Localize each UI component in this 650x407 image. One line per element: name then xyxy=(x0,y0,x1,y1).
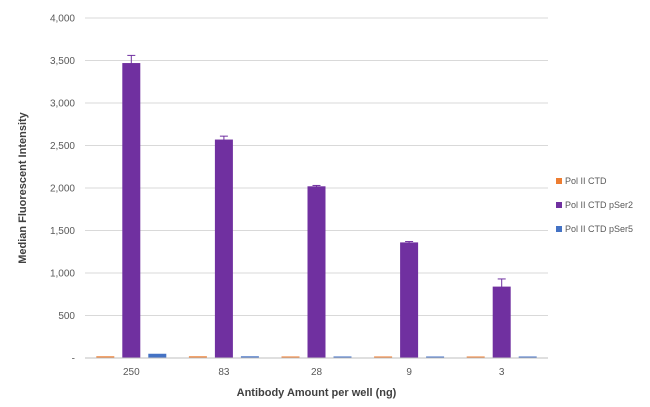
bar xyxy=(307,186,326,358)
bar xyxy=(492,286,511,358)
bar xyxy=(240,356,259,358)
bar xyxy=(188,356,207,358)
x-tick-label: 83 xyxy=(218,367,230,378)
y-tick-label: 4,000 xyxy=(50,14,75,25)
y-axis-title: Median Fluorescent Intensity xyxy=(17,111,29,263)
bar xyxy=(400,242,419,358)
bar xyxy=(374,356,393,358)
bar xyxy=(518,356,537,358)
bar xyxy=(96,356,115,358)
legend-swatch xyxy=(556,202,562,208)
bars xyxy=(96,54,537,359)
bar xyxy=(426,356,445,358)
x-axis-title: Antibody Amount per well (ng) xyxy=(237,387,397,399)
x-tick-label: 250 xyxy=(123,367,140,378)
y-tick-label: - xyxy=(72,354,75,365)
y-tick-label: 2,500 xyxy=(50,141,75,152)
y-tick-label: 3,500 xyxy=(50,56,75,67)
bar xyxy=(214,139,233,358)
bar xyxy=(281,356,300,358)
bar xyxy=(122,63,141,359)
y-tick-label: 500 xyxy=(58,311,75,322)
legend-swatch xyxy=(556,226,562,232)
bar xyxy=(148,353,167,358)
legend-label: Pol II CTD pSer5 xyxy=(565,224,633,234)
x-tick-label: 3 xyxy=(499,367,505,378)
legend-label: Pol II CTD pSer2 xyxy=(565,200,633,210)
legend-swatch xyxy=(556,178,562,184)
x-tick-label: 9 xyxy=(406,367,412,378)
bar xyxy=(466,356,485,358)
legend: Pol II CTD Pol II CTD pSer2 Pol II CTD pSe… xyxy=(556,176,633,234)
axes: - 500 1,000 1,500 2,000 2,500 3,000 3,500 4,000 2… xyxy=(50,14,548,378)
y-tick-label: 3,000 xyxy=(50,99,75,110)
y-tick-label: 1,500 xyxy=(50,226,75,237)
y-tick-label: 1,000 xyxy=(50,269,75,280)
y-tick-label: 2,000 xyxy=(50,184,75,195)
legend-label: Pol II CTD xyxy=(565,176,607,186)
bar xyxy=(333,356,352,358)
x-tick-label: 28 xyxy=(311,367,323,378)
